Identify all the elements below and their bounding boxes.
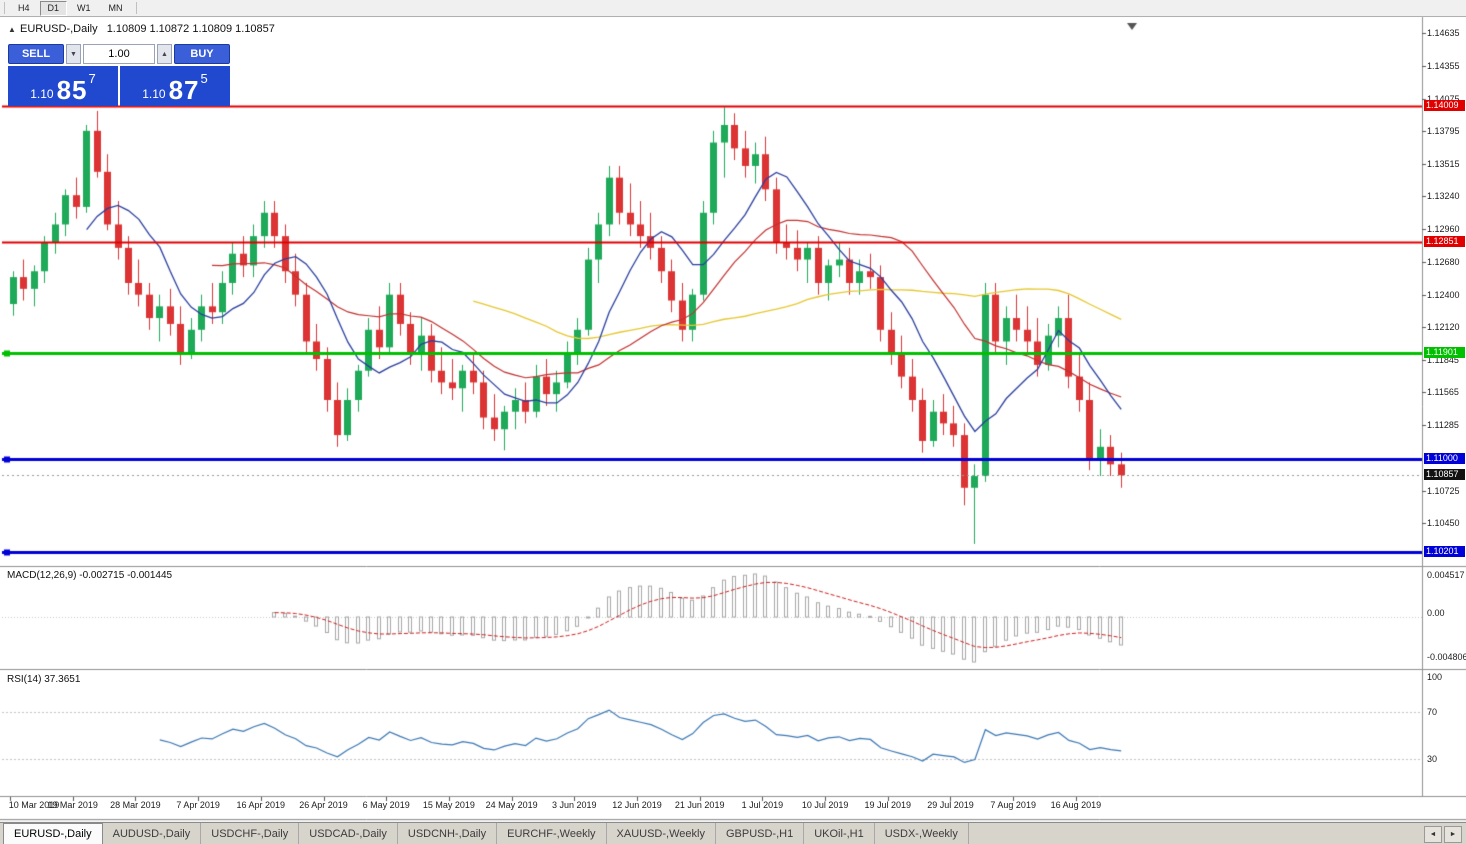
tab-usdcnh-daily[interactable]: USDCNH-,Daily	[398, 823, 498, 844]
buy-button[interactable]: BUY	[174, 44, 230, 64]
timeframe-d1-button[interactable]: D1	[39, 0, 68, 16]
chart-ohlc-values: 1.10809 1.10872 1.10809 1.10857	[106, 23, 275, 35]
rsi-value: 37.3651	[44, 674, 81, 685]
sell-price-point: 7	[88, 71, 96, 86]
chart-title: EURUSD-,Daily 1.10809 1.10872 1.10809 1.…	[20, 23, 275, 35]
timeframe-mn-button[interactable]: MN	[101, 1, 131, 16]
tab-gbpusd-h1[interactable]: GBPUSD-,H1	[716, 823, 805, 844]
timeframe-toolbar: H4 D1 W1 MN	[0, 0, 1466, 17]
volume-decrease-icon[interactable]: ▼	[66, 44, 81, 64]
sell-price-prefix: 1.10	[30, 87, 54, 101]
sell-price-pips: 85	[56, 75, 88, 105]
symbol-tab-bar: EURUSD-,Daily AUDUSD-,Daily USDCHF-,Dail…	[0, 822, 1466, 844]
tab-scroll-left-icon[interactable]: ◄	[1424, 826, 1442, 843]
one-click-panel-toggle-icon[interactable]: ▲	[8, 25, 16, 34]
macd-name: MACD(12,26,9)	[7, 570, 77, 581]
tab-usdcad-daily[interactable]: USDCAD-,Daily	[299, 823, 398, 844]
buy-price-prefix: 1.10	[142, 87, 166, 101]
buy-price-pips: 87	[168, 75, 200, 105]
timeframe-w1-button[interactable]: W1	[69, 1, 99, 16]
rsi-name: RSI(14)	[7, 674, 42, 685]
volume-input[interactable]	[83, 44, 155, 64]
chart-symbol-period: EURUSD-,Daily	[20, 23, 98, 35]
toolbar-divider	[135, 2, 137, 14]
tab-xauusd-weekly[interactable]: XAUUSD-,Weekly	[607, 823, 716, 844]
timeframe-h4-button[interactable]: H4	[10, 1, 38, 16]
sell-button[interactable]: SELL	[8, 44, 64, 64]
macd-values: -0.002715 -0.001445	[79, 570, 173, 581]
buy-price-display[interactable]: 1.10 87 5	[120, 66, 230, 106]
tab-usdx-weekly[interactable]: USDX-,Weekly	[875, 823, 969, 844]
buy-price-point: 5	[200, 71, 208, 86]
sell-price-display[interactable]: 1.10 85 7	[8, 66, 118, 106]
tab-audusd-daily[interactable]: AUDUSD-,Daily	[103, 823, 202, 844]
toolbar-divider	[4, 2, 5, 14]
tab-scroll-right-icon[interactable]: ►	[1444, 826, 1462, 843]
tab-ukoil-h1[interactable]: UKOil-,H1	[804, 823, 875, 844]
rsi-label: RSI(14) 37.3651	[7, 674, 80, 685]
tab-usdchf-daily[interactable]: USDCHF-,Daily	[201, 823, 300, 844]
macd-label: MACD(12,26,9) -0.002715 -0.001445	[7, 570, 172, 581]
tab-eurchf-weekly[interactable]: EURCHF-,Weekly	[497, 823, 607, 844]
tab-eurusd-daily[interactable]: EURUSD-,Daily	[3, 823, 103, 844]
volume-increase-icon[interactable]: ▲	[157, 44, 172, 64]
one-click-trading-panel: SELL ▼ ▲ BUY 1.10 85 7 1.10 87 5	[8, 44, 230, 106]
